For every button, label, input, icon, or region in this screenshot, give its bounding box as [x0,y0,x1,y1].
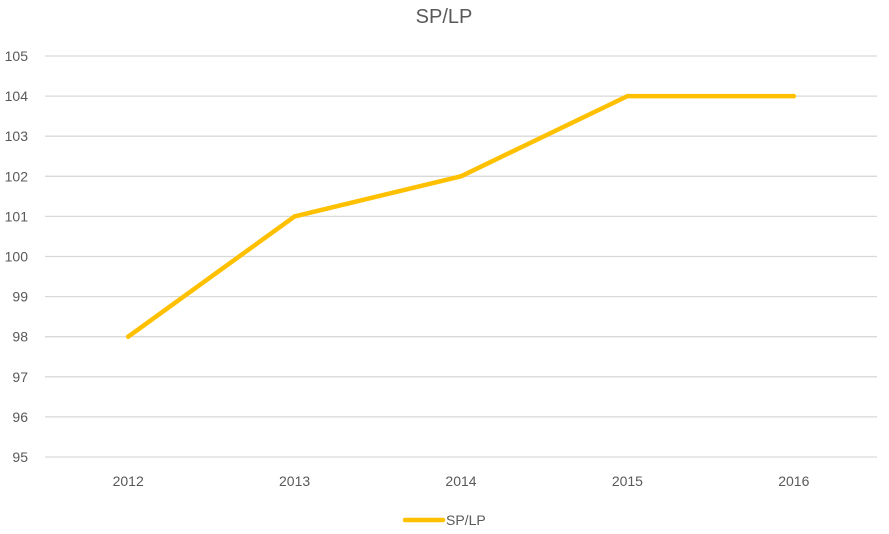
x-axis-tick-labels: 2012 2013 2014 2015 2016 [113,473,810,489]
gridlines [45,55,877,458]
y-tick-label: 98 [12,329,28,345]
x-tick-label: 2014 [445,473,476,489]
legend: SP/LP [402,512,486,528]
data-point [125,334,131,339]
y-tick-label: 97 [12,369,28,385]
y-tick-label: 96 [12,409,28,425]
x-tick-label: 2012 [113,473,144,489]
y-axis-tick-labels: 95 96 97 98 99 100 101 102 103 104 105 [5,48,29,465]
x-tick-label: 2013 [279,473,310,489]
data-point [791,93,797,99]
y-tick-label: 105 [5,48,29,64]
series-lines [125,93,797,339]
y-tick-label: 99 [12,289,28,305]
legend-label: SP/LP [446,512,486,528]
data-point [458,174,464,179]
y-tick-label: 100 [5,249,29,265]
data-point [292,214,297,219]
x-tick-label: 2016 [778,473,809,489]
data-point [625,93,630,99]
y-tick-label: 101 [5,208,29,224]
x-tick-label: 2015 [612,473,643,489]
y-tick-label: 103 [5,128,29,144]
y-tick-label: 95 [12,449,28,465]
chart-title: SP/LP [416,6,473,28]
y-tick-label: 104 [5,88,29,104]
y-tick-label: 102 [5,168,29,184]
